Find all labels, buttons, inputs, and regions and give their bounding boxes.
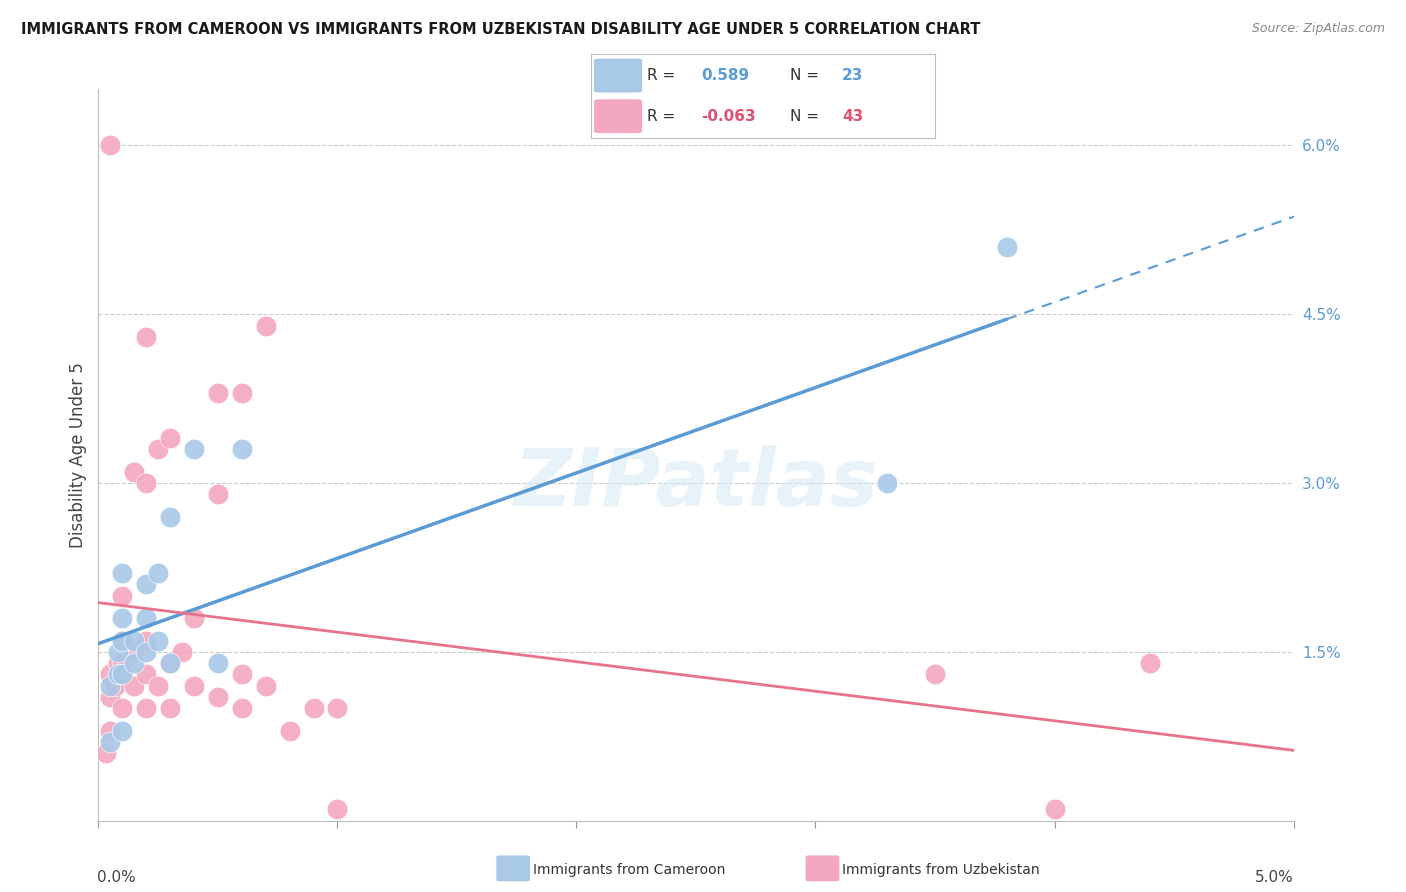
Text: 5.0%: 5.0% — [1254, 871, 1294, 886]
Point — [124, 645, 146, 659]
Text: 0.589: 0.589 — [700, 68, 749, 83]
Point — [876, 476, 898, 491]
Point — [124, 679, 146, 693]
Point — [207, 690, 229, 704]
Point — [124, 465, 146, 479]
Point — [183, 679, 205, 693]
Point — [135, 645, 157, 659]
Point — [100, 735, 122, 749]
Point — [111, 667, 134, 681]
Point — [100, 723, 122, 738]
Point — [207, 656, 229, 670]
Point — [107, 656, 129, 670]
Point — [254, 679, 277, 693]
Point — [207, 487, 229, 501]
Point — [94, 746, 117, 760]
Text: Immigrants from Uzbekistan: Immigrants from Uzbekistan — [842, 863, 1040, 877]
Text: N =: N = — [790, 68, 820, 83]
Point — [107, 645, 129, 659]
Text: 23: 23 — [842, 68, 863, 83]
Point — [111, 633, 134, 648]
Point — [111, 701, 134, 715]
Text: R =: R = — [647, 68, 676, 83]
Point — [111, 633, 134, 648]
Point — [135, 330, 157, 344]
Point — [111, 589, 134, 603]
Y-axis label: Disability Age Under 5: Disability Age Under 5 — [69, 362, 87, 548]
Point — [231, 442, 253, 457]
Point — [231, 701, 253, 715]
Point — [135, 577, 157, 591]
Point — [100, 690, 122, 704]
Point — [148, 633, 170, 648]
Point — [1043, 802, 1066, 816]
Point — [183, 611, 205, 625]
Point — [135, 476, 157, 491]
Point — [207, 386, 229, 401]
Point — [124, 633, 146, 648]
Point — [111, 566, 134, 580]
Point — [231, 386, 253, 401]
Point — [159, 656, 181, 670]
FancyBboxPatch shape — [593, 99, 643, 133]
Point — [135, 611, 157, 625]
Text: R =: R = — [647, 109, 676, 124]
Point — [111, 723, 134, 738]
Point — [100, 679, 122, 693]
Point — [111, 656, 134, 670]
Point — [148, 679, 170, 693]
Point — [159, 701, 181, 715]
Text: Source: ZipAtlas.com: Source: ZipAtlas.com — [1251, 22, 1385, 36]
Point — [135, 633, 157, 648]
Point — [107, 667, 129, 681]
Point — [159, 656, 181, 670]
Point — [159, 431, 181, 445]
Point — [326, 701, 349, 715]
Text: Immigrants from Cameroon: Immigrants from Cameroon — [533, 863, 725, 877]
Point — [100, 667, 122, 681]
Point — [148, 566, 170, 580]
Point — [995, 240, 1018, 254]
Point — [326, 802, 349, 816]
Point — [172, 645, 194, 659]
Point — [148, 442, 170, 457]
Point — [104, 679, 127, 693]
FancyBboxPatch shape — [593, 59, 643, 93]
Point — [111, 667, 134, 681]
Point — [1139, 656, 1161, 670]
Point — [278, 723, 301, 738]
Text: 43: 43 — [842, 109, 863, 124]
Point — [100, 138, 122, 153]
Point — [135, 667, 157, 681]
Text: -0.063: -0.063 — [700, 109, 755, 124]
Point — [135, 701, 157, 715]
Point — [124, 656, 146, 670]
Point — [231, 667, 253, 681]
Point — [254, 318, 277, 333]
Point — [111, 611, 134, 625]
Point — [183, 442, 205, 457]
Text: ZIPatlas: ZIPatlas — [513, 445, 879, 524]
Point — [924, 667, 946, 681]
Text: IMMIGRANTS FROM CAMEROON VS IMMIGRANTS FROM UZBEKISTAN DISABILITY AGE UNDER 5 CO: IMMIGRANTS FROM CAMEROON VS IMMIGRANTS F… — [21, 22, 980, 37]
Point — [159, 509, 181, 524]
Text: 0.0%: 0.0% — [97, 871, 136, 886]
Text: N =: N = — [790, 109, 820, 124]
Point — [302, 701, 325, 715]
